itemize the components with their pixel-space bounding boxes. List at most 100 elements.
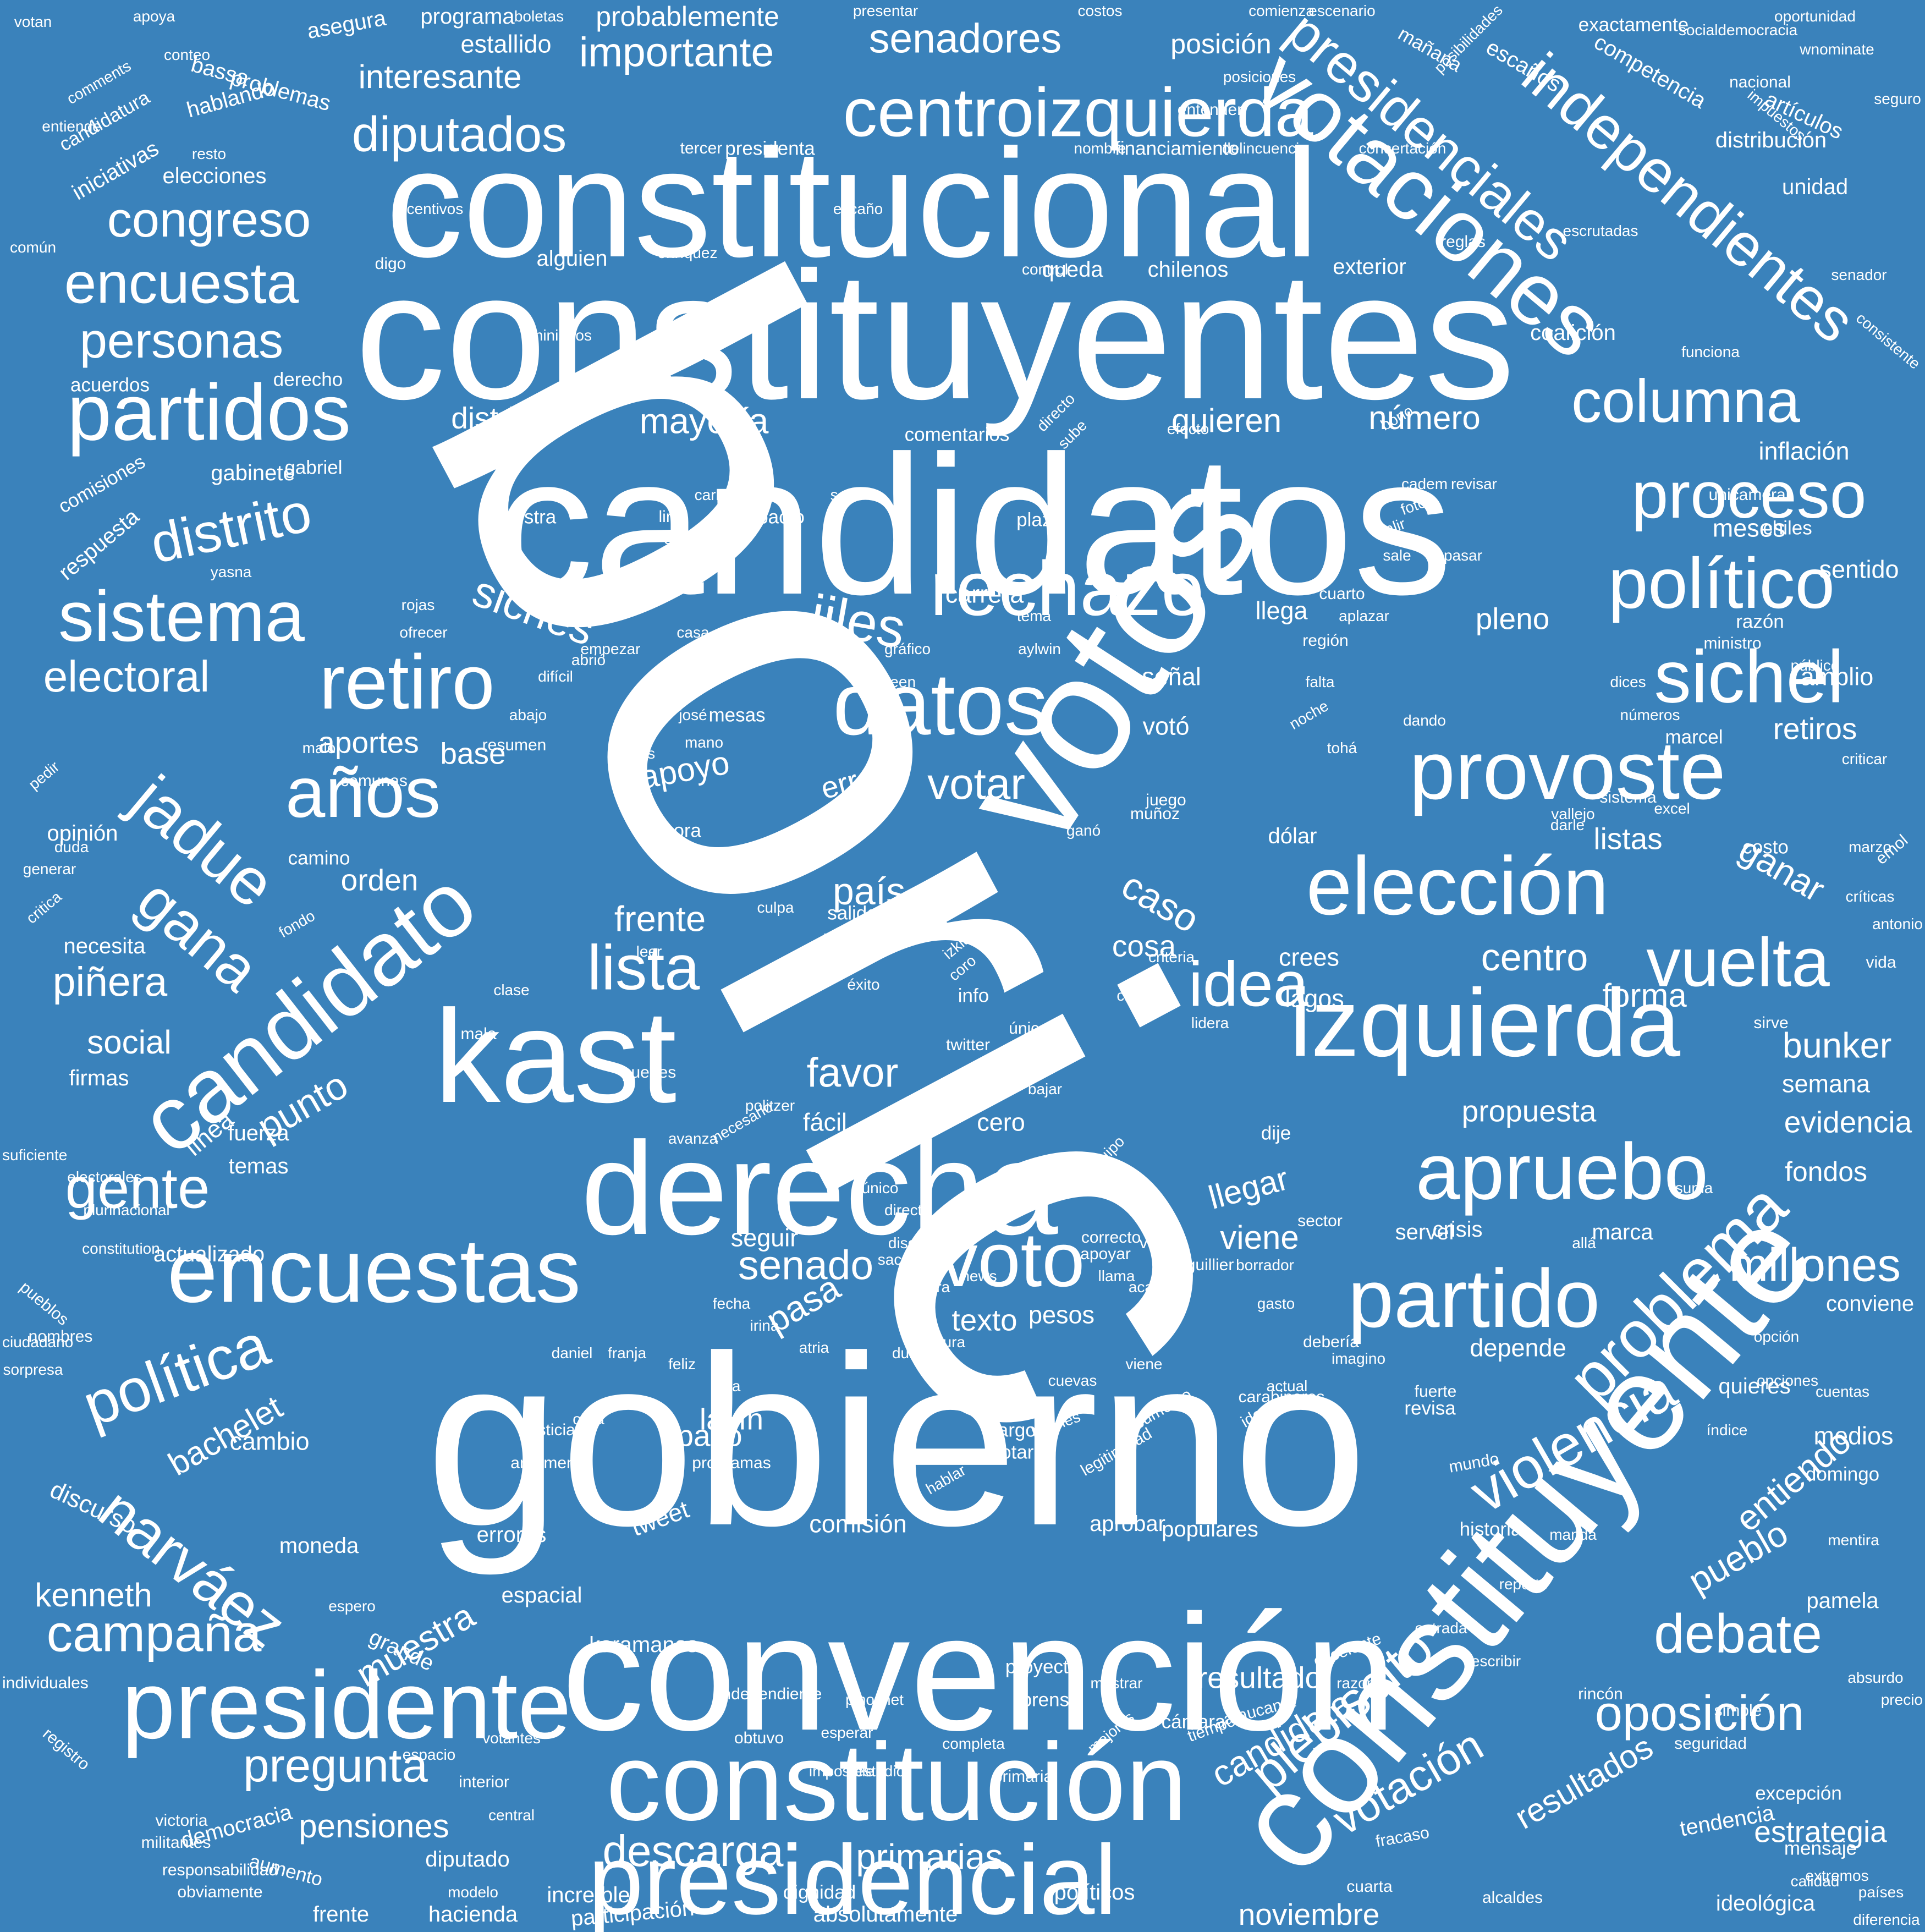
word-probablemente: probablemente: [596, 1, 779, 32]
word-rincon: rincón: [1578, 1685, 1623, 1703]
word-quieres: quieres: [1718, 1374, 1791, 1398]
word-constituyentes: constituyentes: [355, 234, 1515, 437]
word-politico: político: [1608, 543, 1835, 623]
word-exito: éxito: [847, 976, 880, 993]
word-partidos: partidos: [67, 367, 351, 457]
word-resultado: resultado: [1197, 1660, 1322, 1695]
word-votan: votan: [14, 13, 52, 30]
word-plurinacional: plurinacional: [83, 1201, 170, 1219]
word-estudio: estudio: [855, 1763, 905, 1780]
word-primarias: primarias: [856, 1836, 1003, 1877]
word-twitter: twitter: [945, 1036, 991, 1054]
word-ministra: ministra: [488, 506, 557, 528]
word-asegura: asegura: [305, 6, 388, 44]
word-financiamiento: financiamiento: [1115, 138, 1239, 160]
word-antonio: antonio: [1872, 915, 1923, 932]
word-fondos: fondos: [1784, 1156, 1868, 1187]
word-lagos: lagos: [1285, 984, 1344, 1013]
word-diputado: diputado: [425, 1847, 510, 1871]
word-seguridad: seguridad: [1674, 1735, 1747, 1753]
word-distrito: distrito: [145, 481, 317, 575]
word-presidenta: presidenta: [725, 138, 815, 160]
word-vota: vota: [1139, 1234, 1171, 1252]
word-news: news: [961, 1267, 997, 1285]
word-nacional: nacional: [1729, 73, 1791, 91]
word-actualizado: actualizado: [153, 1242, 265, 1266]
word-eleccion: elección: [1306, 839, 1609, 932]
word-sale: sale: [1383, 547, 1411, 564]
word-altura: altura: [926, 1333, 966, 1351]
word-sacar: sacar: [877, 1251, 916, 1268]
word-opinion: opinión: [47, 821, 118, 846]
word-hora: hora: [662, 820, 702, 842]
word-mostrar: mostrar: [1090, 1675, 1143, 1692]
word-orden: orden: [340, 863, 419, 897]
word-suficiente: suficiente: [2, 1146, 68, 1163]
word-kast: kast: [434, 983, 677, 1130]
word-darle: darle: [1550, 816, 1585, 833]
word-entender: entender: [1177, 101, 1243, 119]
word-criteria: criteria: [1148, 948, 1195, 965]
word-costo: costo: [1742, 836, 1789, 858]
word-conteo: conteo: [163, 46, 211, 63]
word-alla: allá: [1572, 1234, 1596, 1252]
word-escano: escaño: [833, 200, 883, 217]
word-cuentas: cuentas: [1815, 1383, 1870, 1400]
word-incentivos: incentivos: [394, 200, 464, 217]
word-mano: mano: [684, 734, 724, 751]
word-nose: nose: [907, 1256, 941, 1274]
word-descarga: descarga: [602, 1826, 784, 1875]
word-gabinete: gabinete: [211, 461, 295, 485]
word-grafico: gráfico: [884, 640, 931, 657]
word-fake: fake: [689, 530, 719, 547]
word-oportunidad: oportunidad: [1774, 8, 1856, 25]
word-derecha: derecha: [581, 1115, 1058, 1262]
word-deberia: debería: [1303, 1333, 1359, 1351]
word-plan: plan: [821, 919, 895, 962]
word-daniel: daniel: [551, 1344, 593, 1362]
word-izquierda: izquierda: [1289, 969, 1681, 1077]
word-importante: importante: [579, 29, 774, 75]
word-distritos: distritos: [451, 400, 556, 435]
word-votantes: votantes: [482, 1730, 541, 1747]
word-firmas: firmas: [69, 1066, 129, 1090]
word-puedes: puedes: [622, 1063, 676, 1082]
word-esperar: esperar: [821, 1724, 873, 1741]
word-comunas: comunas: [340, 772, 408, 790]
word-concertacion: concertación: [1358, 140, 1447, 157]
word-pleno: pleno: [1475, 601, 1550, 636]
word-queda: queda: [1042, 257, 1103, 282]
word-mesas: mesas: [708, 704, 766, 726]
word-opciones: opciones: [1756, 1372, 1819, 1389]
word-domingo: domingo: [1805, 1463, 1880, 1485]
word-columna: columna: [1571, 367, 1800, 435]
word-publico: público: [1790, 657, 1840, 674]
word-directa: directa: [884, 1201, 931, 1219]
word-oposicion: oposición: [1594, 1686, 1805, 1741]
word-pasar: pasar: [1443, 547, 1483, 564]
word-paises: países: [1858, 1884, 1904, 1901]
word-gabriel: gabriel: [284, 457, 343, 479]
word-acaba: acaba: [1128, 1278, 1171, 1296]
word-encuesta: encuesta: [64, 251, 299, 316]
word-toha: tohá: [1327, 739, 1357, 756]
word-socialdemocracia: socialdemocracia: [1678, 21, 1798, 39]
word-comienza: comienza: [1248, 2, 1314, 19]
word-region: región: [1302, 632, 1349, 650]
word-convencion: convención: [562, 1580, 1396, 1765]
word-partido: partido: [1348, 1252, 1601, 1344]
word-correcto: correcto: [1081, 1228, 1141, 1247]
word-fecha: fecha: [712, 1295, 751, 1312]
word-clase: clase: [493, 981, 530, 998]
word-chilenos: chilenos: [1147, 257, 1229, 282]
word-millones: millones: [1729, 1239, 1901, 1292]
word-artes: artés: [620, 745, 656, 762]
word-anos: años: [285, 752, 441, 832]
word-coalicion: coalición: [1530, 321, 1616, 345]
word-alcaldes: alcaldes: [1482, 1889, 1543, 1907]
word-diferencia: diferencia: [1853, 1911, 1920, 1928]
word-cambio: cambio: [229, 1427, 310, 1456]
word-absolutamente: absolutamente: [813, 1902, 958, 1926]
word-medios: medios: [1813, 1421, 1894, 1450]
word-dura: dura: [892, 1344, 923, 1362]
